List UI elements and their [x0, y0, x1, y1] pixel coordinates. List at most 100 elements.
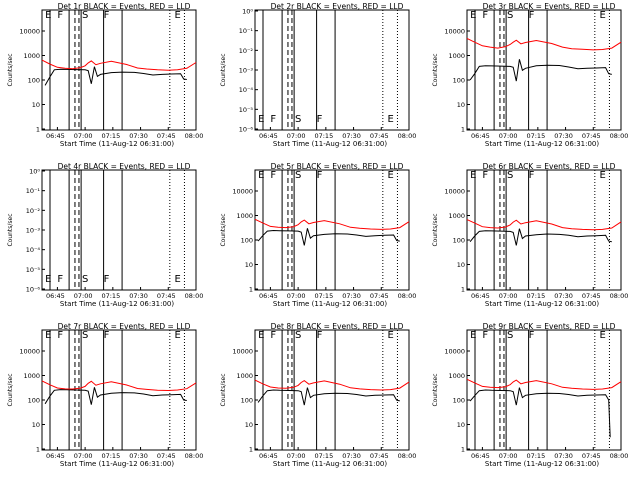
y-tick-label: 10000 — [444, 28, 465, 36]
chart-panel-9: Det 9r BLACK = Events, RED = LLD 06:45 07:… — [432, 322, 628, 468]
x-tick-label: 07:00 — [287, 452, 306, 460]
chart-title: Det 5r BLACK = Events, RED = LLD — [271, 162, 404, 171]
x-tick-label: 07:30 — [554, 452, 573, 460]
x-tick-label: 07:15 — [526, 292, 545, 300]
plot-frame — [41, 329, 197, 451]
x-tick-label: 07:45 — [370, 452, 389, 460]
x-tick-label: 07:45 — [582, 292, 601, 300]
x-axis-label: Start Time (11-Aug-12 06:31:00) — [60, 300, 174, 308]
y-tick-label: 10 — [245, 421, 253, 429]
chart-panel-6: Det 6r BLACK = Events, RED = LLD 06:45 07:… — [432, 162, 628, 308]
segment-marker: F — [270, 170, 276, 181]
segment-marker: S — [82, 330, 88, 341]
lld-series-line — [466, 378, 622, 390]
events-series-line — [469, 59, 612, 82]
y-tick-label: 10⁻⁵ — [26, 266, 41, 274]
chart-panel-2: Det 2r BLACK = Events, RED = LLD 06:45 07:… — [220, 2, 416, 148]
x-tick-label: 08:00 — [610, 452, 629, 460]
lld-series-line — [466, 219, 622, 231]
y-axis-label: Counts/sec — [432, 53, 439, 86]
y-tick-label: 1 — [36, 446, 40, 454]
x-tick-label: 07:15 — [526, 452, 545, 460]
y-tick-label: 100 — [28, 397, 40, 405]
y-tick-label: 10000 — [232, 188, 253, 196]
chart-title: Det 3r BLACK = Events, RED = LLD — [483, 2, 616, 11]
x-tick-label: 07:45 — [582, 132, 601, 140]
x-tick-label: 07:45 — [157, 452, 176, 460]
y-tick-label: 10⁰ — [242, 8, 253, 16]
x-tick-label: 08:00 — [398, 452, 417, 460]
x-tick-label: 08:00 — [398, 132, 417, 140]
x-tick-label: 07:30 — [342, 132, 361, 140]
segment-marker: F — [57, 10, 63, 21]
segment-marker: S — [295, 114, 301, 125]
y-tick-label: 1 — [249, 446, 253, 454]
x-tick-label: 07:00 — [499, 292, 518, 300]
x-tick-label: 06:45 — [259, 452, 278, 460]
y-tick-label: 10000 — [232, 348, 253, 356]
y-tick-label: 10 — [245, 261, 253, 269]
y-tick-label: 100 — [241, 237, 253, 245]
segment-marker: F — [104, 330, 110, 341]
x-tick-label: 06:45 — [471, 292, 490, 300]
segment-marker: F — [482, 170, 488, 181]
chart-title: Det 1r BLACK = Events, RED = LLD — [58, 2, 191, 11]
y-tick-label: 10⁻³ — [239, 67, 254, 75]
x-axis-label: Start Time (11-Aug-12 06:31:00) — [485, 460, 599, 468]
y-tick-label: 10000 — [444, 188, 465, 196]
y-tick-label: 10⁻⁶ — [239, 126, 254, 134]
x-tick-label: 07:45 — [157, 132, 176, 140]
segment-marker: S — [82, 10, 88, 21]
chart-title: Det 9r BLACK = Events, RED = LLD — [483, 322, 616, 331]
segment-marker: E — [174, 10, 180, 21]
x-tick-label: 07:15 — [101, 292, 120, 300]
x-axis-label: Start Time (11-Aug-12 06:31:00) — [485, 140, 599, 148]
x-tick-label: 06:45 — [471, 452, 490, 460]
events-series-line — [257, 228, 400, 246]
x-tick-label: 07:00 — [74, 292, 93, 300]
segment-marker: F — [482, 10, 488, 21]
y-tick-label: 10⁰ — [29, 168, 40, 176]
chart-title: Det 4r BLACK = Events, RED = LLD — [58, 162, 191, 171]
lld-series-line — [41, 380, 197, 392]
y-tick-label: 10000 — [444, 348, 465, 356]
x-tick-label: 07:00 — [499, 452, 518, 460]
y-tick-label: 100 — [453, 397, 465, 405]
segment-marker: E — [470, 10, 476, 21]
y-tick-label: 100 — [241, 397, 253, 405]
segment-marker: E — [387, 170, 393, 181]
y-tick-label: 1 — [249, 286, 253, 294]
x-tick-label: 07:00 — [287, 292, 306, 300]
y-axis-label: Counts/sec — [7, 213, 14, 246]
y-tick-label: 1000 — [236, 212, 253, 220]
segment-marker: F — [57, 330, 63, 341]
y-tick-label: 1 — [461, 126, 465, 134]
lld-series-line — [466, 37, 622, 51]
y-axis-label: Counts/sec — [220, 373, 227, 406]
x-tick-label: 07:15 — [526, 132, 545, 140]
segment-marker: E — [258, 114, 264, 125]
y-tick-label: 10 — [32, 101, 40, 109]
chart-panel-4: Det 4r BLACK = Events, RED = LLD 06:45 07:… — [7, 162, 203, 308]
x-tick-label: 07:00 — [74, 132, 93, 140]
x-tick-label: 06:45 — [471, 132, 490, 140]
x-tick-label: 07:45 — [582, 452, 601, 460]
x-tick-label: 07:15 — [314, 132, 333, 140]
y-tick-label: 10⁻² — [26, 207, 41, 215]
x-tick-label: 07:15 — [101, 452, 120, 460]
segment-marker: E — [174, 274, 180, 285]
x-tick-label: 07:45 — [157, 292, 176, 300]
x-tick-label: 07:30 — [554, 132, 573, 140]
segment-marker: E — [599, 170, 605, 181]
x-tick-label: 07:30 — [554, 292, 573, 300]
x-tick-label: 07:30 — [129, 132, 148, 140]
x-tick-label: 08:00 — [610, 292, 629, 300]
chart-panel-1: Det 1r BLACK = Events, RED = LLD 06:45 07:… — [7, 2, 203, 148]
x-tick-label: 08:00 — [610, 132, 629, 140]
events-series-line — [44, 387, 187, 405]
x-axis-label: Start Time (11-Aug-12 06:31:00) — [60, 460, 174, 468]
x-tick-label: 07:45 — [370, 132, 389, 140]
chart-panel-8: Det 8r BLACK = Events, RED = LLD 06:45 07:… — [220, 322, 416, 468]
y-tick-label: 10000 — [19, 28, 40, 36]
